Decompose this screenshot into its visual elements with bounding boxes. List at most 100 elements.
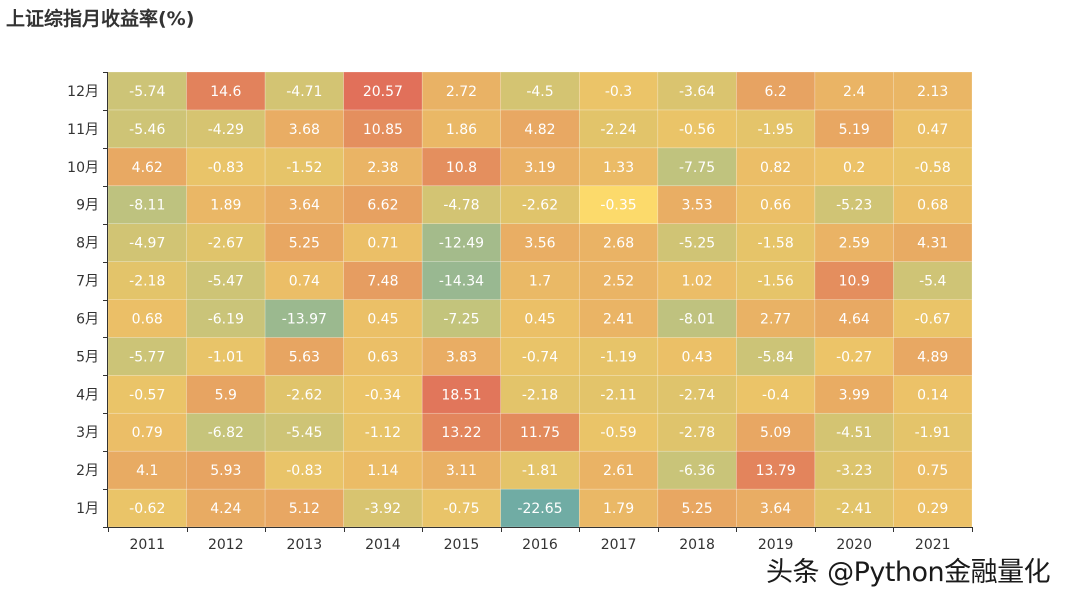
- cell-value-label: -1.01: [208, 349, 244, 365]
- y-tick-label: 8月: [76, 236, 99, 252]
- heatmap-cell: [578, 450, 659, 490]
- heatmap-cell: [421, 337, 502, 376]
- y-tick-label: 1月: [76, 501, 99, 517]
- cell-value-label: -7.25: [443, 311, 479, 327]
- heatmap-cell: [421, 412, 502, 452]
- heatmap-cell: [107, 147, 187, 187]
- cell-value-label: 1.79: [603, 501, 634, 517]
- cell-value-label: 0.45: [367, 311, 398, 327]
- heatmap-cell: [264, 185, 344, 224]
- cell-value-label: -2.18: [129, 274, 165, 290]
- cell-value-label: 4.64: [839, 311, 870, 327]
- heatmap-cell: [107, 109, 187, 149]
- cell-value-label: -14.34: [439, 274, 484, 290]
- cell-value-label: -4.97: [129, 236, 165, 252]
- heatmap-cell: [814, 261, 894, 300]
- cell-value-label: 0.2: [843, 160, 865, 176]
- cell-value-label: -6.19: [208, 311, 244, 327]
- heatmap-cell: [107, 71, 187, 111]
- cell-value-label: -0.3: [605, 84, 632, 100]
- y-tick-label: 11月: [67, 122, 99, 138]
- heatmap-cell: [264, 488, 344, 528]
- cell-value-label: 1.02: [682, 274, 713, 290]
- cell-value-label: 2.77: [760, 311, 791, 327]
- heatmap-cell: [343, 337, 423, 376]
- cell-value-label: -0.59: [600, 425, 636, 441]
- cell-value-label: -4.29: [208, 122, 244, 138]
- cell-value-label: 3.64: [760, 501, 791, 517]
- cell-value-label: 4.62: [132, 160, 163, 176]
- heatmap-cell: [500, 261, 580, 300]
- cell-value-label: 0.63: [367, 349, 398, 365]
- cell-value-label: -2.67: [208, 236, 244, 252]
- heatmap-cell: [264, 261, 344, 300]
- cell-value-label: -1.12: [365, 425, 401, 441]
- heatmap-cell: [186, 147, 266, 187]
- heatmap-cell: [578, 337, 659, 376]
- heatmap-cell: [343, 71, 423, 111]
- heatmap-cell: [186, 71, 266, 111]
- cell-value-label: -2.18: [522, 387, 558, 403]
- cell-value-label: -1.95: [758, 122, 794, 138]
- cell-value-label: 10.85: [363, 122, 403, 138]
- cell-value-label: 13.79: [756, 463, 796, 479]
- cell-value-label: -2.62: [522, 198, 558, 214]
- heatmap-cell: [421, 147, 502, 187]
- heatmap-cell: [893, 147, 973, 187]
- heatmap-cell: [893, 450, 973, 490]
- heatmap-cell: [814, 337, 894, 376]
- heatmap-cell: [736, 450, 816, 490]
- heatmap-cell: [893, 223, 973, 262]
- cell-value-label: 2.52: [603, 274, 634, 290]
- heatmap-axes: 2011 2012 2013 2014 2015 2016 2017 2018 2019 2020…: [67, 72, 973, 553]
- cell-value-label: -6.36: [679, 463, 715, 479]
- heatmap-cell: [578, 185, 659, 224]
- cell-value-label: 0.43: [682, 349, 713, 365]
- heatmap-cell: [421, 261, 502, 300]
- y-tick-label: 6月: [76, 311, 99, 327]
- cell-value-label: -0.62: [129, 501, 165, 517]
- cell-value-label: -6.82: [208, 425, 244, 441]
- heatmap-cell: [500, 299, 580, 338]
- cell-value-label: 1.7: [529, 274, 551, 290]
- heatmap-cell: [814, 71, 894, 111]
- heatmap-cell: [578, 71, 659, 111]
- cell-value-label: 0.45: [524, 311, 555, 327]
- heatmap-cell: [657, 223, 737, 262]
- cell-value-label: 1.86: [446, 122, 477, 138]
- cell-value-label: 13.22: [441, 425, 481, 441]
- cell-value-label: 5.63: [289, 349, 320, 365]
- cell-value-label: 2.68: [603, 236, 634, 252]
- cell-value-label: -1.19: [600, 349, 636, 365]
- heatmap-cell: [578, 375, 659, 414]
- heatmap-cell: [264, 223, 344, 262]
- cell-value-label: 1.89: [210, 198, 241, 214]
- x-tick-label: 2013: [287, 537, 323, 553]
- heatmap-cell: [107, 261, 187, 300]
- cell-value-label: 2.38: [367, 160, 398, 176]
- heatmap-cell: [421, 375, 502, 414]
- heatmap-cell: [578, 147, 659, 187]
- heatmap-cell: [264, 299, 344, 338]
- cell-value-label: -22.65: [517, 501, 562, 517]
- heatmap-cell: [657, 488, 737, 528]
- heatmap-cell: [657, 412, 737, 452]
- heatmap-cell: [893, 337, 973, 376]
- heatmap-cell: [421, 109, 502, 149]
- cell-value-label: -5.77: [129, 349, 165, 365]
- cell-value-label: 1.14: [367, 463, 398, 479]
- heatmap-cell: [814, 375, 894, 414]
- cell-value-label: -1.58: [758, 236, 794, 252]
- cell-value-label: -5.4: [919, 274, 946, 290]
- cell-value-label: -5.74: [129, 84, 165, 100]
- heatmap-cell: [814, 450, 894, 490]
- cell-value-label: 4.24: [210, 501, 241, 517]
- cell-value-label: -0.74: [522, 349, 558, 365]
- cell-value-label: 20.57: [363, 84, 403, 100]
- cell-value-label: -2.24: [600, 122, 636, 138]
- cell-value-label: -4.71: [286, 84, 322, 100]
- cell-value-label: -3.64: [679, 84, 715, 100]
- cell-value-label: 0.68: [132, 311, 163, 327]
- cell-value-label: 5.09: [760, 425, 791, 441]
